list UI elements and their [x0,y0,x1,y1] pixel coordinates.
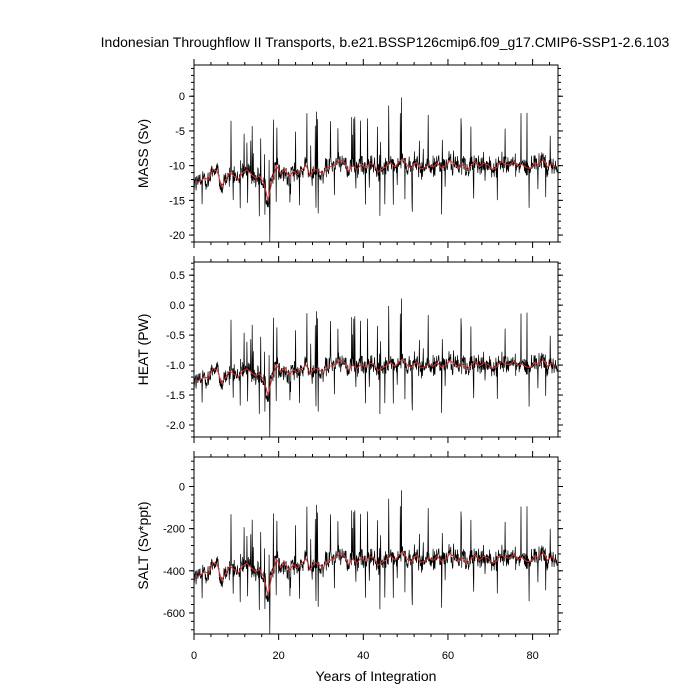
x-tick-label: 40 [357,650,369,662]
salt-ytick-label: -600 [163,608,185,620]
x-axis-title: Years of Integration [316,668,437,684]
heat-ytick-label: -0.5 [166,330,185,342]
x-tick-label: 80 [526,650,538,662]
x-tick-label: 60 [442,650,454,662]
mass-ytick-label: -10 [169,161,185,173]
x-tick-label: 20 [273,650,285,662]
mass-y-axis-title: MASS (Sv) [135,119,151,188]
heat-ytick-label: -2.0 [166,420,185,432]
heat-plot-frame [193,261,559,438]
salt-plot-frame [193,456,559,635]
salt-ytick-label: -400 [163,566,185,578]
heat-ytick-label: -1.0 [166,360,185,372]
salt-annual-mean-line [195,550,557,596]
salt-panel: 0 -200 -400 -600 0 20 40 60 80 SALT (Sv*ppt) [135,451,563,662]
mass-monthly-series-line [193,97,558,243]
heat-panel: 0.5 0.0 -0.5 -1.0 -1.5 -2.0 HEAT (PW) [135,256,563,443]
heat-ytick-label: -1.5 [166,390,185,402]
heat-annual-mean-line [195,358,557,397]
heat-ytick-label: 0.0 [170,300,185,312]
mass-ytick-label: -15 [169,195,185,207]
salt-ytick-label: -200 [163,524,185,536]
mass-ytick-label: -5 [175,126,185,138]
mass-panel: 0 -5 -10 -15 -20 MASS (Sv) [135,59,563,248]
heat-y-axis-title: HEAT (PW) [135,314,151,386]
mass-ytick-label: -20 [169,230,185,242]
salt-ytick-label: 0 [179,482,185,494]
chart-title: Indonesian Throughflow II Transports, b.… [101,34,670,50]
mass-annual-mean-line [195,157,557,201]
mass-plot-frame [193,64,559,243]
heat-ytick-label: 0.5 [170,270,185,282]
salt-y-axis-title: SALT (Sv*ppt) [135,501,151,589]
salt-monthly-series-line [193,490,558,635]
mass-ytick-label: 0 [179,91,185,103]
x-tick-label: 0 [191,650,197,662]
